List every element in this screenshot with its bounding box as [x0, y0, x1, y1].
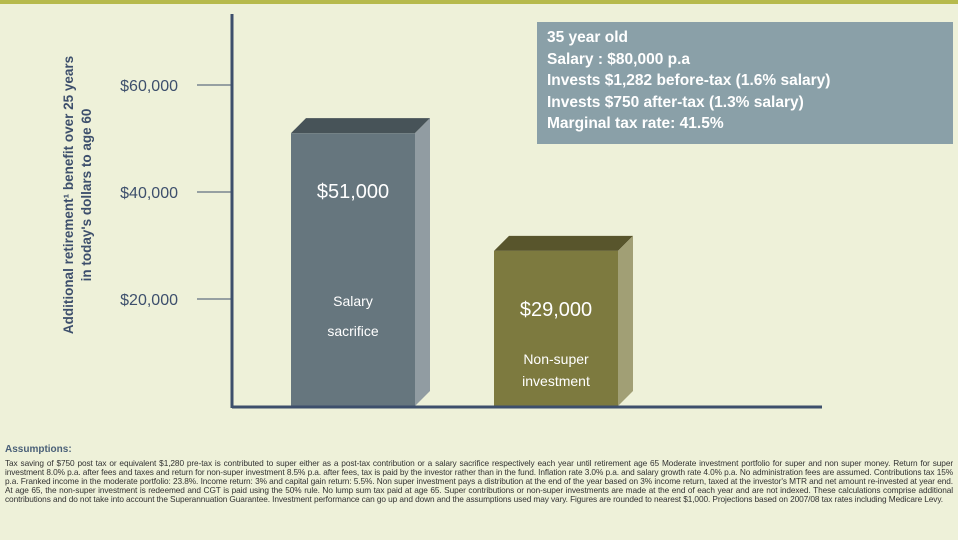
bar [494, 250, 618, 406]
y-tick-label: $20,000 [120, 292, 178, 309]
bar-category-label: Non-super [523, 351, 589, 367]
bar-side-face [415, 118, 430, 407]
bar-category-label: Salary [333, 293, 373, 309]
bar-value-label: $29,000 [520, 299, 592, 321]
assumptions-text: Tax saving of $750 post tax or equivalen… [5, 459, 953, 505]
info-after-tax: Invests $750 after-tax (1.3% salary) [547, 93, 804, 111]
y-axis-title-line-2: in today's dollars to age 60 [79, 109, 94, 282]
bar-top-face [291, 118, 430, 134]
bar [291, 133, 415, 406]
bar-chart: Additional retirement¹ benefit over 25 y… [61, 14, 822, 409]
y-tick-label: $60,000 [120, 78, 178, 95]
bar-top-face [494, 235, 633, 251]
bar-category-label: sacrifice [327, 323, 379, 339]
scenario-info-box: 35 year old Salary : $80,000 p.a Invests… [537, 22, 953, 144]
bar-value-label: $51,000 [317, 181, 389, 203]
info-before-tax: Invests $1,282 before-tax (1.6% salary) [547, 72, 831, 89]
bar-category-label: investment [522, 373, 590, 389]
y-axis-title-line-1: Additional retirement¹ benefit over 25 y… [61, 56, 76, 334]
y-ticks: $20,000 $40,000 $60,000 [120, 78, 232, 309]
info-salary: Salary : $80,000 p.a [547, 50, 691, 68]
y-tick-label: $40,000 [120, 185, 178, 202]
y-axis-title: Additional retirement¹ benefit over 25 y… [61, 56, 94, 334]
info-age: 35 year old [547, 29, 628, 46]
bars: $51,000 Salary sacrifice $29,000 Non-super in… [291, 118, 633, 407]
assumptions-title: Assumptions: [5, 444, 72, 455]
top-accent-stripe [0, 0, 958, 4]
bar-side-face [618, 235, 633, 406]
info-marginal-tax: Marginal tax rate: 41.5% [547, 115, 724, 132]
